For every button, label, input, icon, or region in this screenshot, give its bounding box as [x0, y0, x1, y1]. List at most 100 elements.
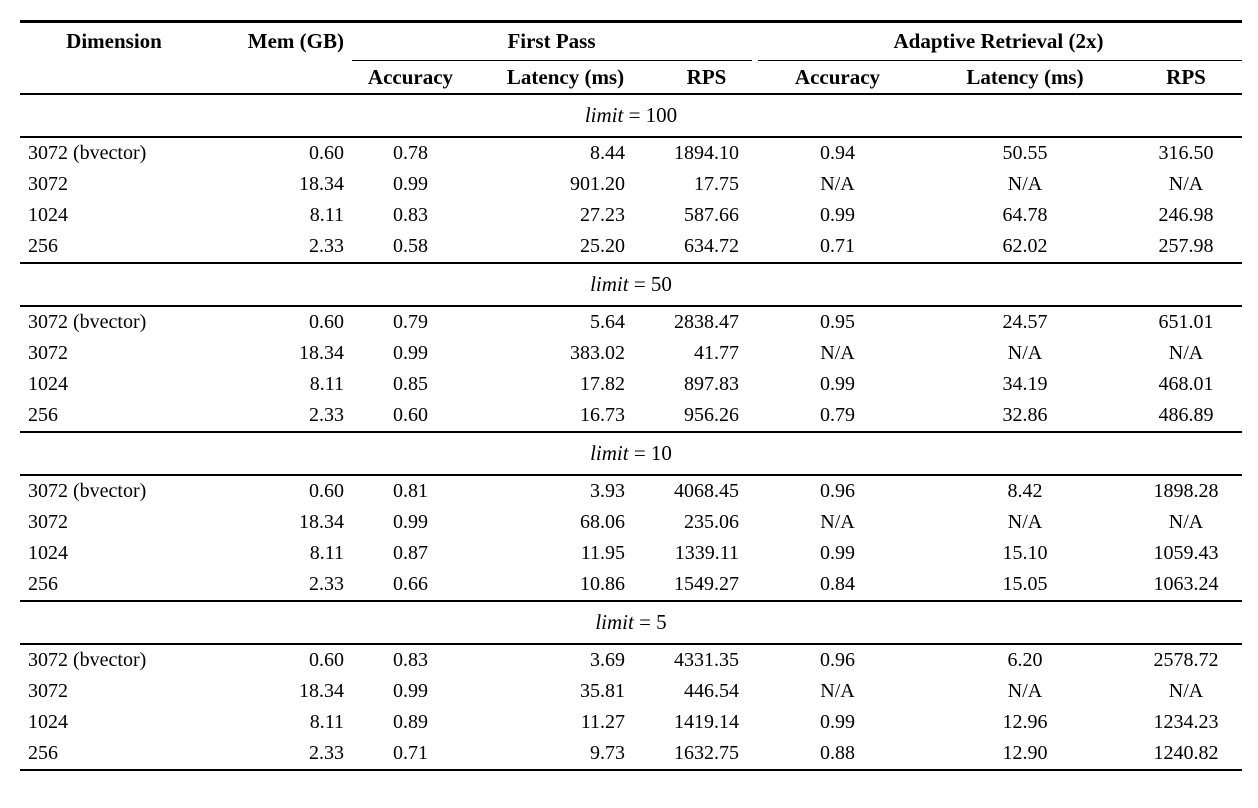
- cell-ar-latency: 15.10: [1002, 542, 1048, 564]
- cell-fp-latency: 27.23: [580, 204, 625, 226]
- cell-ar-latency: 12.90: [1002, 742, 1048, 764]
- table-row: 1024 8.11 0.83 27.23 587.66 0.99 64.78 2…: [20, 200, 1242, 231]
- cell-mem: 0.60: [309, 649, 344, 671]
- limit-word: limit: [590, 440, 629, 465]
- cell-ar-accuracy: 0.96: [820, 480, 855, 502]
- cell-fp-rps: 634.72: [684, 235, 739, 257]
- cell-fp-accuracy: 0.87: [393, 542, 428, 564]
- cell-dimension: 3072: [28, 173, 68, 195]
- cell-ar-latency: N/A: [1007, 342, 1043, 364]
- cell-ar-latency: N/A: [1007, 511, 1043, 533]
- cell-fp-latency: 68.06: [580, 511, 625, 533]
- group-header-adaptive-retrieval: Adaptive Retrieval (2x): [893, 28, 1104, 53]
- cell-fp-rps: 446.54: [684, 680, 739, 702]
- section-header-limit-10: limit = 10: [20, 433, 1242, 474]
- cell-mem: 8.11: [309, 204, 344, 226]
- cell-mem: 8.11: [309, 373, 344, 395]
- cell-ar-rps: 651.01: [1158, 311, 1214, 333]
- cell-fp-rps: 897.83: [684, 373, 739, 395]
- cell-dimension: 3072: [28, 342, 68, 364]
- table-row: 256 2.33 0.66 10.86 1549.27 0.84 15.05 1…: [20, 569, 1242, 600]
- cell-fp-rps: 587.66: [684, 204, 739, 226]
- cell-ar-accuracy: 0.95: [820, 311, 855, 333]
- cell-fp-accuracy: 0.81: [393, 480, 428, 502]
- cell-mem: 2.33: [309, 404, 344, 426]
- cell-fp-rps: 1549.27: [674, 573, 739, 595]
- section-rule: [20, 430, 1242, 433]
- cell-mem: 0.60: [309, 311, 344, 333]
- section-header-limit-5: limit = 5: [20, 602, 1242, 643]
- cell-ar-rps: N/A: [1168, 680, 1204, 702]
- cell-fp-accuracy: 0.79: [393, 311, 428, 333]
- cell-mem: 8.11: [309, 711, 344, 733]
- bottom-rule: [20, 768, 1242, 771]
- cmidrule-row: [20, 59, 1242, 62]
- cell-fp-rps: 1894.10: [674, 142, 739, 164]
- cell-ar-accuracy: N/A: [820, 173, 855, 195]
- limit-word: limit: [584, 102, 624, 127]
- group-header-first-pass: First Pass: [507, 28, 596, 53]
- cell-ar-latency: 6.20: [1007, 649, 1043, 671]
- section-label: limit = 50: [20, 271, 1242, 296]
- cell-fp-accuracy: 0.99: [393, 511, 428, 533]
- col-header-ar-latency: Latency (ms): [966, 64, 1084, 89]
- cell-dimension: 3072 (bvector): [28, 311, 147, 333]
- cell-dimension: 3072: [28, 680, 68, 702]
- col-header-fp-accuracy: Accuracy: [367, 64, 454, 89]
- adaptive-cmidrule: [758, 59, 1242, 61]
- cell-fp-accuracy: 0.89: [393, 711, 428, 733]
- cell-ar-rps: 2578.72: [1153, 649, 1219, 671]
- cell-fp-rps: 1339.11: [674, 542, 739, 564]
- table-row: 3072 18.34 0.99 901.20 17.75 N/A N/A N/A: [20, 169, 1242, 200]
- table-row: 3072 18.34 0.99 35.81 446.54 N/A N/A N/A: [20, 676, 1242, 707]
- cell-ar-rps: N/A: [1168, 173, 1204, 195]
- cell-ar-accuracy: 0.79: [820, 404, 855, 426]
- cell-fp-latency: 9.73: [590, 742, 625, 764]
- section-rule: [20, 599, 1242, 602]
- cell-dimension: 256: [28, 235, 58, 257]
- cell-fp-accuracy: 0.58: [393, 235, 428, 257]
- section-label: limit = 10: [20, 440, 1242, 465]
- section-rule: [20, 135, 1242, 138]
- cell-mem: 18.34: [299, 173, 344, 195]
- col-header-fp-latency: Latency (ms): [506, 64, 625, 89]
- cell-ar-latency: 62.02: [1002, 235, 1048, 257]
- cell-mem: 8.11: [309, 542, 344, 564]
- section-rule: [20, 473, 1242, 476]
- limit-value: = 10: [628, 440, 672, 465]
- cell-fp-accuracy: 0.66: [393, 573, 428, 595]
- table-row: 1024 8.11 0.85 17.82 897.83 0.99 34.19 4…: [20, 369, 1242, 400]
- cell-ar-latency: 15.05: [1002, 573, 1048, 595]
- limit-value: = 5: [633, 609, 667, 634]
- cell-mem: 2.33: [309, 573, 344, 595]
- cell-dimension: 1024: [28, 711, 68, 733]
- cell-ar-accuracy: N/A: [820, 511, 855, 533]
- cell-fp-latency: 8.44: [590, 142, 625, 164]
- sub-header-row: Accuracy Latency (ms) RPS Accuracy Laten…: [20, 62, 1242, 93]
- cell-dimension: 1024: [28, 373, 68, 395]
- col-header-mem: Mem (GB): [247, 28, 344, 53]
- cell-mem: 0.60: [309, 480, 344, 502]
- col-header-ar-rps: RPS: [1166, 64, 1206, 89]
- cell-fp-accuracy: 0.78: [393, 142, 428, 164]
- cell-ar-accuracy: 0.88: [820, 742, 855, 764]
- cell-fp-accuracy: 0.83: [393, 649, 428, 671]
- cell-fp-accuracy: 0.71: [393, 742, 428, 764]
- first-pass-cmidrule: [352, 59, 752, 61]
- col-header-fp-rps: RPS: [686, 64, 727, 89]
- cell-fp-latency: 16.73: [580, 404, 625, 426]
- cell-ar-rps: 468.01: [1158, 373, 1214, 395]
- cell-fp-accuracy: 0.83: [393, 204, 428, 226]
- cell-dimension: 256: [28, 404, 58, 426]
- cell-fp-accuracy: 0.99: [393, 342, 428, 364]
- cell-fp-rps: 41.77: [694, 342, 739, 364]
- cell-ar-latency: N/A: [1007, 173, 1043, 195]
- cell-ar-accuracy: 0.99: [820, 204, 855, 226]
- cell-ar-latency: 34.19: [1002, 373, 1048, 395]
- cell-ar-rps: 1898.28: [1153, 480, 1219, 502]
- limit-value: = 50: [628, 271, 672, 296]
- cell-fp-rps: 2838.47: [674, 311, 739, 333]
- cell-ar-accuracy: 0.96: [820, 649, 855, 671]
- limit-value: = 100: [623, 102, 678, 127]
- cell-ar-accuracy: 0.99: [820, 373, 855, 395]
